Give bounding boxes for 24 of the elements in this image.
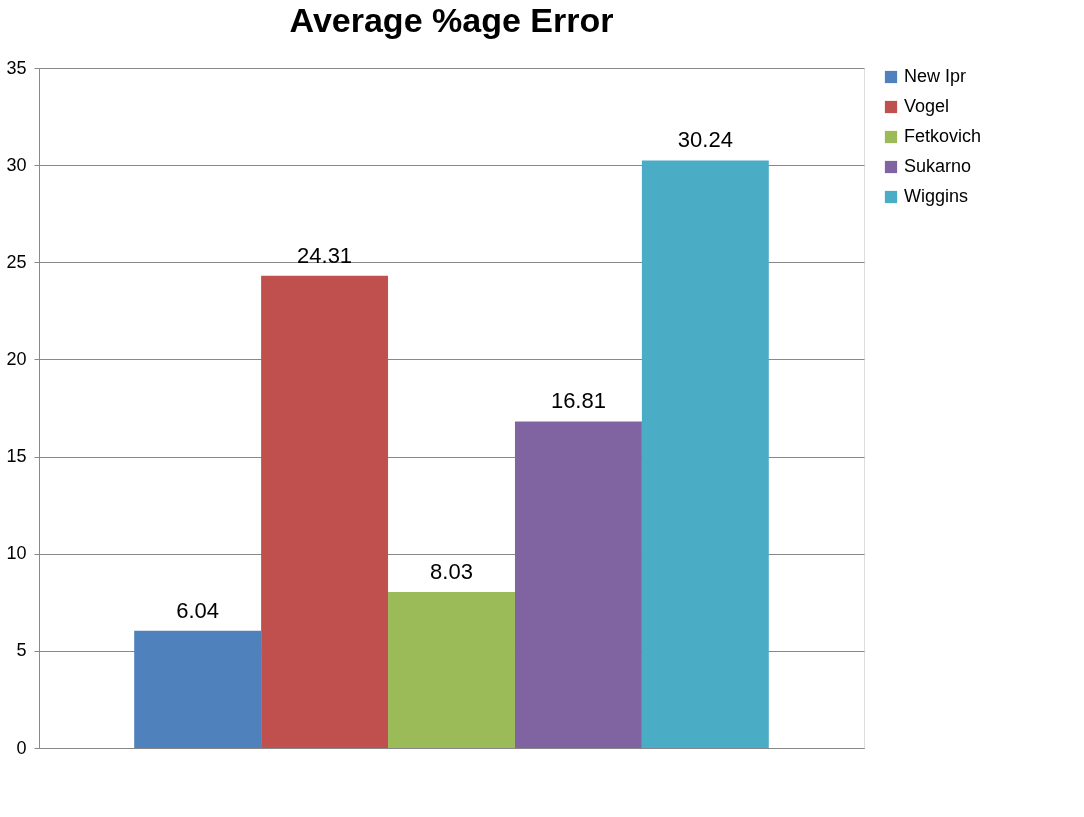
y-tick-label: 0	[16, 737, 27, 758]
bar	[641, 160, 769, 748]
data-label: 16.81	[550, 388, 606, 414]
y-tick-label: 15	[6, 446, 27, 467]
data-label: 30.24	[677, 127, 733, 153]
y-tick-label: 30	[6, 154, 27, 175]
y-tick-label: 25	[6, 251, 27, 272]
data-label: 6.04	[176, 597, 220, 623]
bar	[514, 421, 642, 748]
legend-label: Vogel	[904, 96, 950, 116]
legend-label: Wiggins	[904, 186, 969, 206]
bar	[134, 630, 262, 748]
legend-label: New Ipr	[904, 66, 967, 86]
bar	[261, 275, 389, 748]
legend-label: Sukarno	[904, 156, 972, 176]
y-tick-label: 10	[6, 543, 27, 564]
bar	[388, 591, 515, 748]
y-tick-label: 5	[16, 640, 27, 661]
legend-label: Fetkovich	[904, 126, 982, 146]
chart-title: Average %age Error	[289, 1, 614, 39]
data-label: 24.31	[297, 242, 353, 268]
data-label: 8.03	[430, 558, 473, 584]
y-tick-label: 35	[6, 57, 27, 78]
y-tick-label: 20	[6, 348, 27, 369]
